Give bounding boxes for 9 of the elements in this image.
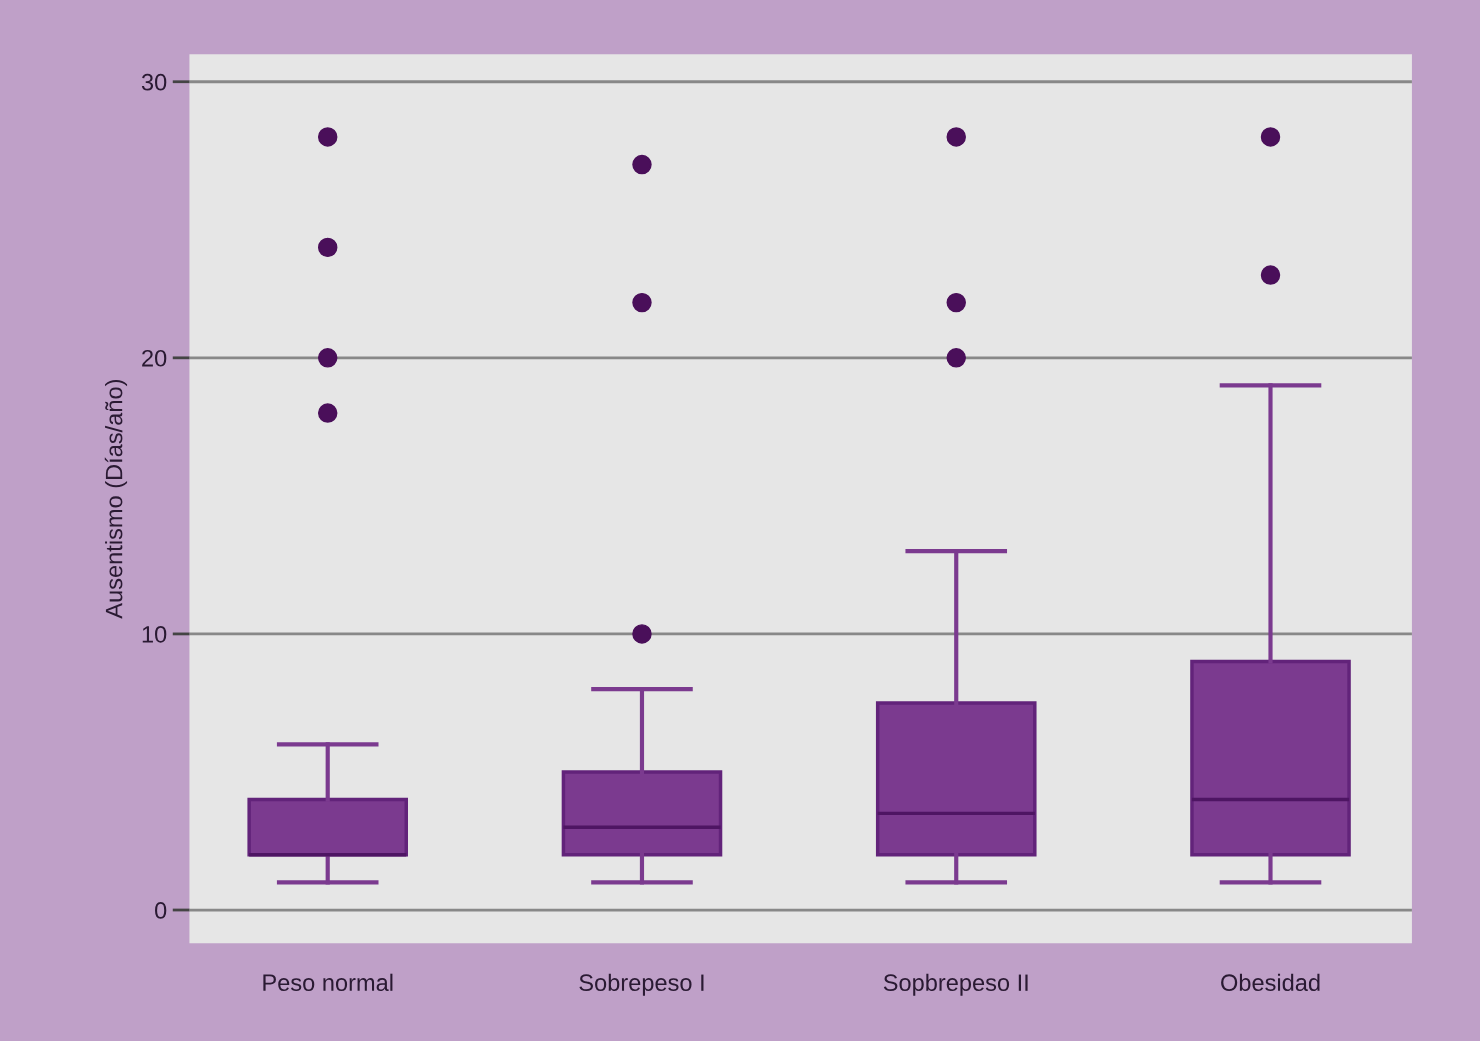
- y-axis-title: Ausentismo (Días/año): [104, 380, 128, 619]
- x-tick-label: Peso normal: [263, 973, 393, 992]
- x-tick-label: Sobrepeso I: [579, 973, 704, 996]
- y-tick-label: 30: [141, 73, 167, 91]
- x-tick-label: Obesidad: [1221, 973, 1320, 992]
- y-tick-label: 20: [142, 349, 167, 367]
- x-tick-label: Sopbrepeso II: [883, 973, 1028, 996]
- y-tick-label: 10: [142, 625, 167, 643]
- y-tick-label: 0: [155, 902, 167, 919]
